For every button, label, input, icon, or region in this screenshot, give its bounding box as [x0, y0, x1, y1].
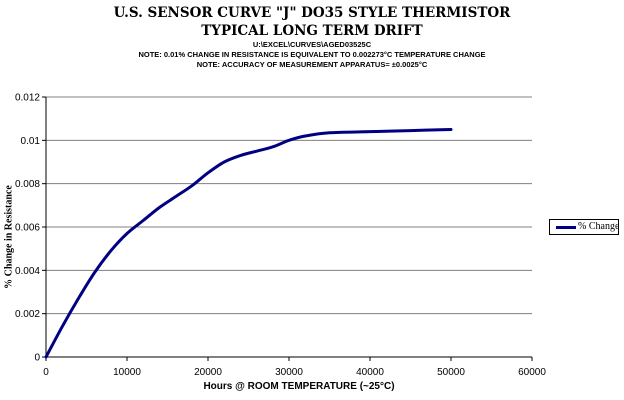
y-tick-label: 0.008: [15, 179, 40, 190]
legend-line-swatch: [556, 226, 576, 229]
resistance-equivalence-note: NOTE: 0.01% CHANGE IN RESISTANCE IS EQUI…: [138, 50, 486, 59]
y-axis-label: % Change in Resistance: [3, 185, 14, 289]
y-tick-label: 0: [34, 353, 40, 364]
x-tick-label: 40000: [356, 367, 384, 378]
series-group: [44, 128, 453, 359]
x-tick-label: 10000: [113, 367, 141, 378]
y-tick-label: 0.01: [21, 136, 41, 147]
chart-titles: U.S. SENSOR CURVE "J" DO35 STYLE THERMIS…: [0, 4, 624, 70]
x-tick-label: 0: [43, 367, 49, 378]
x-tick-label: 20000: [194, 367, 222, 378]
gridlines: [46, 96, 532, 315]
chart-title: U.S. SENSOR CURVE "J" DO35 STYLE THERMIS…: [113, 5, 511, 21]
y-tick-label: 0.002: [15, 309, 40, 320]
chart-subtitle: TYPICAL LONG TERM DRIFT: [201, 23, 423, 39]
accuracy-note: NOTE: ACCURACY OF MEASUREMENT APPARATUS=…: [196, 60, 428, 69]
axes: [42, 96, 533, 361]
y-tick-label: 0.004: [15, 266, 40, 277]
y-tick-label: 0.012: [15, 93, 40, 104]
y-tick-label: 0.006: [15, 223, 40, 234]
x-tick-label: 30000: [275, 367, 303, 378]
file-path-note: U:\EXCEL\CURVES\AGED03525C: [252, 40, 372, 49]
x-axis-label: Hours @ ROOM TEMPERATURE (~25°C): [203, 381, 394, 392]
y-tick-labels: 0 0.002 0.004 0.006 0.008 0.01 0.012: [15, 93, 40, 364]
x-tick-labels: 0 10000 20000 30000 40000 50000 60000: [43, 367, 546, 378]
x-tick-label: 50000: [437, 367, 465, 378]
series-line-change: [44, 128, 453, 359]
legend-entry-label: % Change: [578, 221, 620, 232]
legend: % Change: [549, 219, 619, 235]
x-tick-label: 60000: [518, 367, 546, 378]
